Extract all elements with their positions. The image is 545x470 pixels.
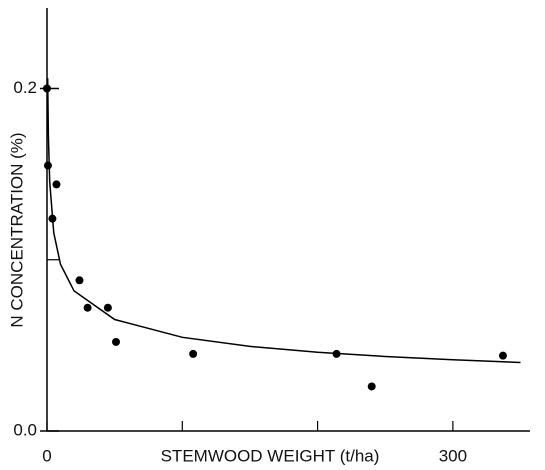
data-point [52,180,61,189]
data-point [332,349,341,358]
data-point [48,214,57,223]
y-tick-label: 0.2 [13,78,37,97]
data-point [103,303,112,312]
data-point [498,351,507,360]
y-axis-label: N CONCENTRATION (%) [7,132,26,327]
x-tick-label: 0 [42,446,51,465]
data-point [83,303,92,312]
data-point [112,337,120,346]
data-point [43,161,52,170]
fit-curve [46,78,521,364]
x-tick-label: 300 [439,446,467,465]
data-point [367,382,376,391]
data-point [189,349,198,358]
x-axis-label: STEMWOOD WEIGHT (t/ha) [161,446,380,465]
y-tick-label: 0.0 [13,420,37,439]
data-point [75,276,84,285]
data-point [43,84,51,93]
